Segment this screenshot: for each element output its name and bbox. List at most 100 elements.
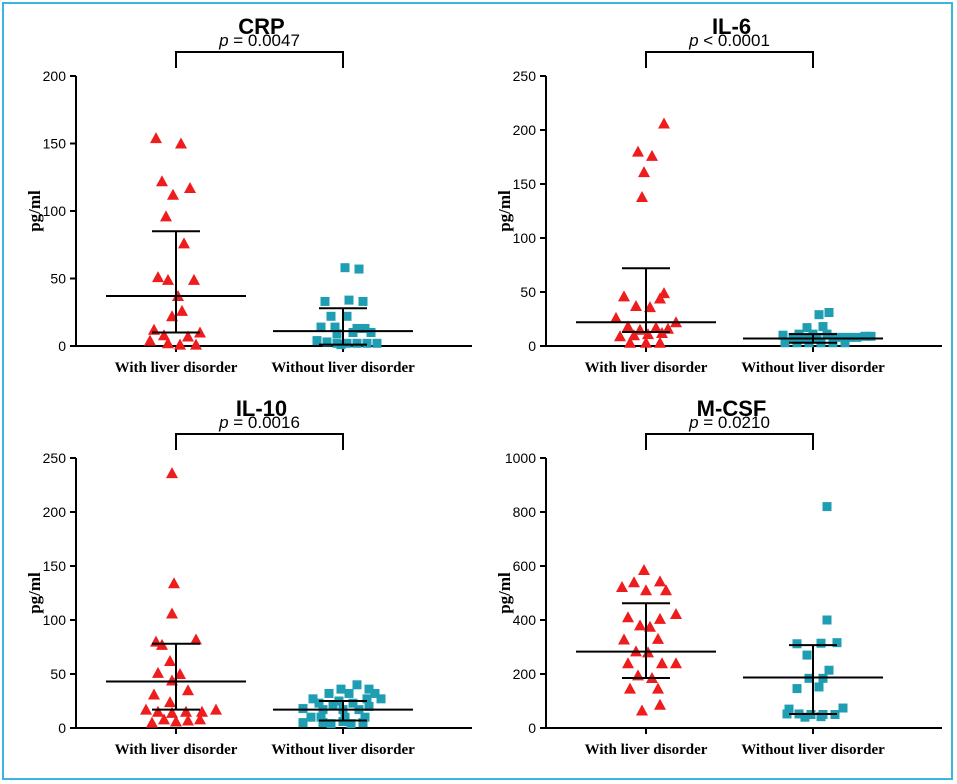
data-point-triangle: [658, 117, 670, 129]
data-point-triangle: [188, 273, 200, 285]
data-point-triangle: [654, 292, 666, 304]
chart-title: M-CSF: [697, 396, 767, 421]
y-tick-label: 200: [513, 666, 537, 682]
data-point-triangle: [638, 564, 650, 576]
data-point-square: [312, 336, 322, 346]
p-value-text: < 0.0001: [699, 31, 770, 50]
chart-title: IL-6: [712, 14, 751, 39]
significance-bracket: [175, 51, 344, 68]
y-tick-label: 200: [513, 122, 537, 138]
data-point-triangle: [628, 329, 640, 341]
data-point-square: [816, 638, 826, 648]
x-category-label: Without liver disorder: [271, 742, 415, 758]
y-tick-label: 800: [513, 504, 537, 520]
data-point-square: [778, 330, 788, 340]
data-point-square: [308, 694, 318, 704]
data-point-square: [832, 638, 842, 648]
data-point-triangle: [144, 334, 156, 346]
data-point-triangle: [164, 655, 176, 667]
data-point-square: [360, 712, 370, 722]
data-point-square: [784, 704, 794, 714]
p-symbol: p: [218, 413, 228, 432]
data-point-triangle: [632, 145, 644, 157]
data-point-triangle: [152, 666, 164, 678]
data-point-square: [814, 682, 824, 692]
y-tick-label: 50: [520, 284, 536, 300]
il6-panel: IL-6 p < 0.0001 pg/ml With liver disorde…: [495, 14, 942, 376]
data-point-square: [352, 338, 362, 348]
data-point-triangle: [654, 612, 666, 624]
data-point-square: [316, 712, 326, 722]
crp-panel: CRP p = 0.0047 pg/ml With liver disorder…: [25, 14, 472, 376]
data-point-square: [364, 684, 374, 694]
data-point-square: [852, 332, 862, 342]
x-category-label: Without liver disorder: [271, 360, 415, 376]
data-point-square: [824, 665, 834, 675]
data-point-triangle: [618, 633, 630, 645]
p-symbol: p: [218, 31, 228, 50]
data-point-triangle: [628, 576, 640, 588]
data-point-square: [342, 338, 352, 348]
data-point-triangle: [180, 705, 192, 717]
data-point-square: [366, 328, 376, 337]
data-point-triangle: [636, 704, 648, 716]
data-point-triangle: [630, 300, 642, 312]
data-point-square: [318, 718, 328, 728]
data-point-square: [372, 338, 382, 348]
data-point-triangle: [656, 657, 668, 669]
data-point-square: [802, 323, 812, 333]
mcsf-panel: M-CSF p = 0.0210 pg/ml With liver disord…: [495, 396, 942, 758]
data-point-triangle: [182, 330, 194, 342]
data-point-square: [816, 712, 826, 722]
data-point-square: [324, 688, 334, 698]
data-point-square: [780, 338, 790, 348]
data-point-triangle: [140, 703, 152, 715]
y-tick-label: 200: [43, 68, 67, 84]
data-point-square: [344, 688, 354, 698]
data-point-square: [342, 311, 352, 321]
data-point-square: [358, 718, 368, 728]
data-point-triangle: [618, 290, 630, 302]
data-point-triangle: [646, 149, 658, 161]
y-tick-label: 150: [43, 136, 67, 152]
data-point-square: [338, 717, 348, 727]
series-without-liver-disorder: [782, 502, 848, 722]
data-point-triangle: [670, 608, 682, 620]
data-point-square: [322, 337, 332, 347]
data-point-square: [824, 308, 834, 318]
p-value-label: p < 0.0001: [688, 31, 770, 50]
p-value-label: p = 0.0047: [218, 31, 300, 50]
x-category-label: With liver disorder: [585, 742, 708, 758]
data-point-triangle: [166, 607, 178, 619]
data-point-triangle: [624, 336, 636, 348]
data-point-square: [814, 310, 824, 320]
chart-title: CRP: [238, 14, 284, 39]
x-category-label: With liver disorder: [115, 742, 238, 758]
data-point-triangle: [164, 696, 176, 708]
data-point-triangle: [162, 273, 174, 285]
y-tick-label: 0: [528, 338, 536, 354]
data-point-square: [330, 322, 340, 332]
data-point-triangle: [622, 320, 634, 332]
data-point-square: [844, 332, 854, 342]
data-point-square: [316, 322, 326, 332]
data-point-triangle: [670, 657, 682, 669]
data-point-square: [298, 718, 308, 728]
data-point-triangle: [614, 330, 626, 342]
data-point-square: [838, 703, 848, 713]
significance-bracket: [645, 51, 814, 68]
data-point-triangle: [622, 611, 634, 623]
data-point-square: [370, 688, 380, 698]
data-point-square: [328, 700, 338, 710]
data-point-square: [362, 338, 372, 348]
data-point-square: [336, 684, 346, 694]
data-point-square: [822, 502, 832, 512]
data-point-triangle: [178, 237, 190, 249]
p-symbol: p: [688, 413, 698, 432]
data-point-square: [320, 296, 330, 306]
data-point-triangle: [196, 705, 208, 717]
data-point-square: [836, 332, 846, 342]
data-point-square: [344, 295, 354, 305]
series-with-liver-disorder: [610, 117, 682, 348]
data-point-triangle: [156, 175, 168, 187]
